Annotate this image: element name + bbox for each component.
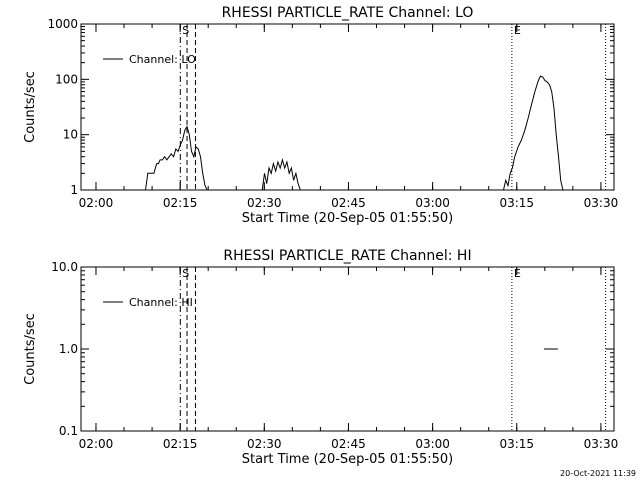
marker-label: S [182,267,189,280]
marker-label: E [514,267,521,280]
y-tick-label: 0.1 [59,424,78,438]
chart-title: RHESSI PARTICLE_RATE Channel: LO [222,5,474,21]
plot-frame [80,23,615,191]
x-tick-label: 02:45 [331,437,366,451]
x-tick-label: 03:00 [415,437,450,451]
chart-panel-1: RHESSI PARTICLE_RATE Channel: LO Counts/s… [23,5,618,226]
data-series-line [261,158,301,190]
data-area [145,75,564,190]
marker-label: E [514,24,521,37]
x-tick-label: 02:45 [331,196,366,210]
plot-frame [80,266,615,432]
timestamp: 20-Oct-2021 11:39 [560,469,636,478]
x-tick-label: 03:15 [499,196,534,210]
y-tick-label: 1.0 [59,342,78,356]
y-tick-label: 10.0 [51,260,78,274]
chart-panel-2: RHESSI PARTICLE_RATE Channel: HI Counts/s… [23,248,618,467]
y-tick-label: 1 [70,183,78,197]
chart-title: RHESSI PARTICLE_RATE Channel: HI [223,248,471,264]
y-axis-label: Counts/sec [23,313,38,385]
y-tick-label: 1000 [47,17,78,31]
legend-label: Channel: LO [129,53,196,66]
x-tick-label: 03:30 [584,196,619,210]
x-tick-label: 02:15 [163,196,198,210]
marker-label: S [182,24,189,37]
x-tick-label: 03:15 [499,437,534,451]
x-tick-label: 02:30 [247,196,282,210]
legend-label: Channel: HI [129,296,193,309]
data-series-line [145,125,208,190]
y-axis-label: Counts/sec [23,71,38,143]
x-tick-label: 02:00 [79,437,114,451]
y-tick-label: 100 [55,72,78,86]
x-axis-label: Start Time (20-Sep-05 01:55:50) [242,211,453,226]
x-tick-label: 03:30 [584,437,619,451]
x-tick-label: 03:00 [415,196,450,210]
y-tick-label: 10 [63,128,78,142]
x-axis-label: Start Time (20-Sep-05 01:55:50) [242,452,453,467]
data-series-line [503,75,564,190]
x-tick-label: 02:00 [79,196,114,210]
x-tick-label: 02:30 [247,437,282,451]
x-tick-label: 02:15 [163,437,198,451]
